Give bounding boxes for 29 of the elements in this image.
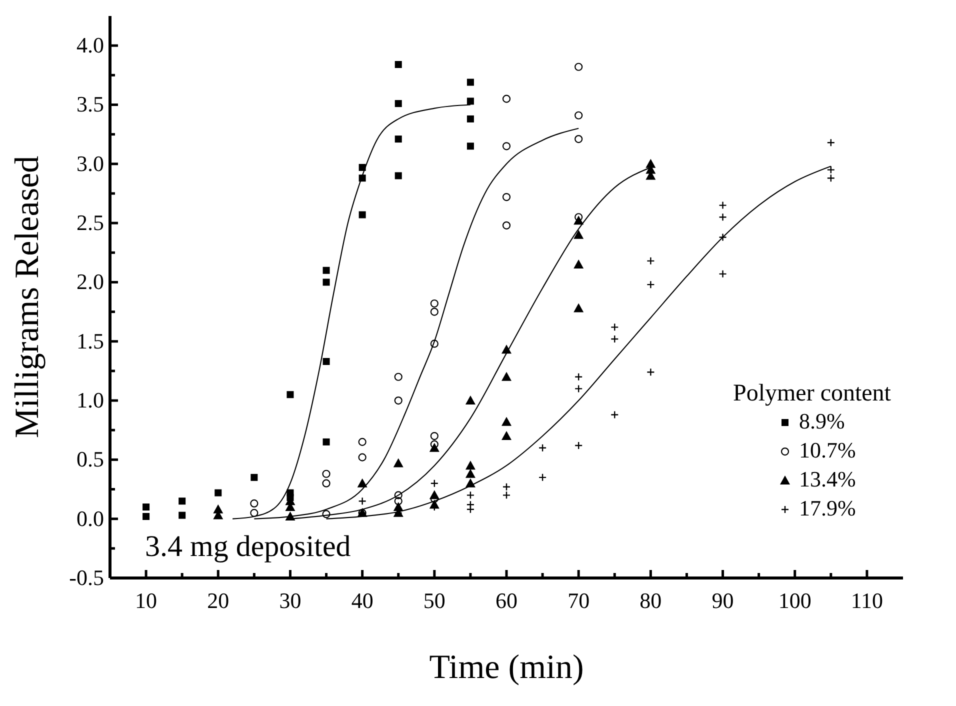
legend-label: 13.4% [799, 466, 856, 492]
x-tick-label: 10 [135, 588, 158, 613]
y-tick-label: 0.0 [76, 506, 104, 531]
y-tick-label: 0.5 [76, 446, 104, 472]
y-tick-label: 2.0 [76, 269, 104, 294]
y-tick-label: 3.5 [76, 92, 104, 117]
y-tick-label: -0.5 [69, 565, 104, 590]
legend-label: 8.9% [799, 408, 845, 434]
x-axis-title: Time (min) [429, 649, 584, 686]
y-tick-label: 3.0 [76, 150, 104, 176]
x-tick-label: 50 [423, 588, 446, 613]
y-tick-label: 4.0 [76, 32, 104, 58]
x-tick-label: 30 [279, 588, 302, 613]
x-tick-label: 70 [568, 588, 590, 613]
x-tick-label: 80 [640, 588, 662, 613]
x-tick-label: 60 [496, 588, 518, 613]
x-tick-label: 100 [778, 588, 812, 613]
y-axis-title: Milligrams Released [9, 156, 46, 438]
annotation: 3.4 mg deposited [145, 530, 351, 563]
y-tick-label: 2.5 [76, 210, 104, 236]
y-tick-label: 1.0 [76, 388, 104, 413]
legend-label: 17.9% [799, 496, 856, 521]
x-tick-label: 20 [207, 588, 230, 613]
legend-title: Polymer content [733, 380, 892, 407]
x-tick-label: 40 [351, 588, 374, 613]
x-tick-label: 90 [712, 588, 734, 613]
x-tick-label: 110 [850, 588, 884, 613]
y-tick-label: 1.5 [76, 328, 104, 354]
legend-label: 10.7% [799, 438, 856, 463]
